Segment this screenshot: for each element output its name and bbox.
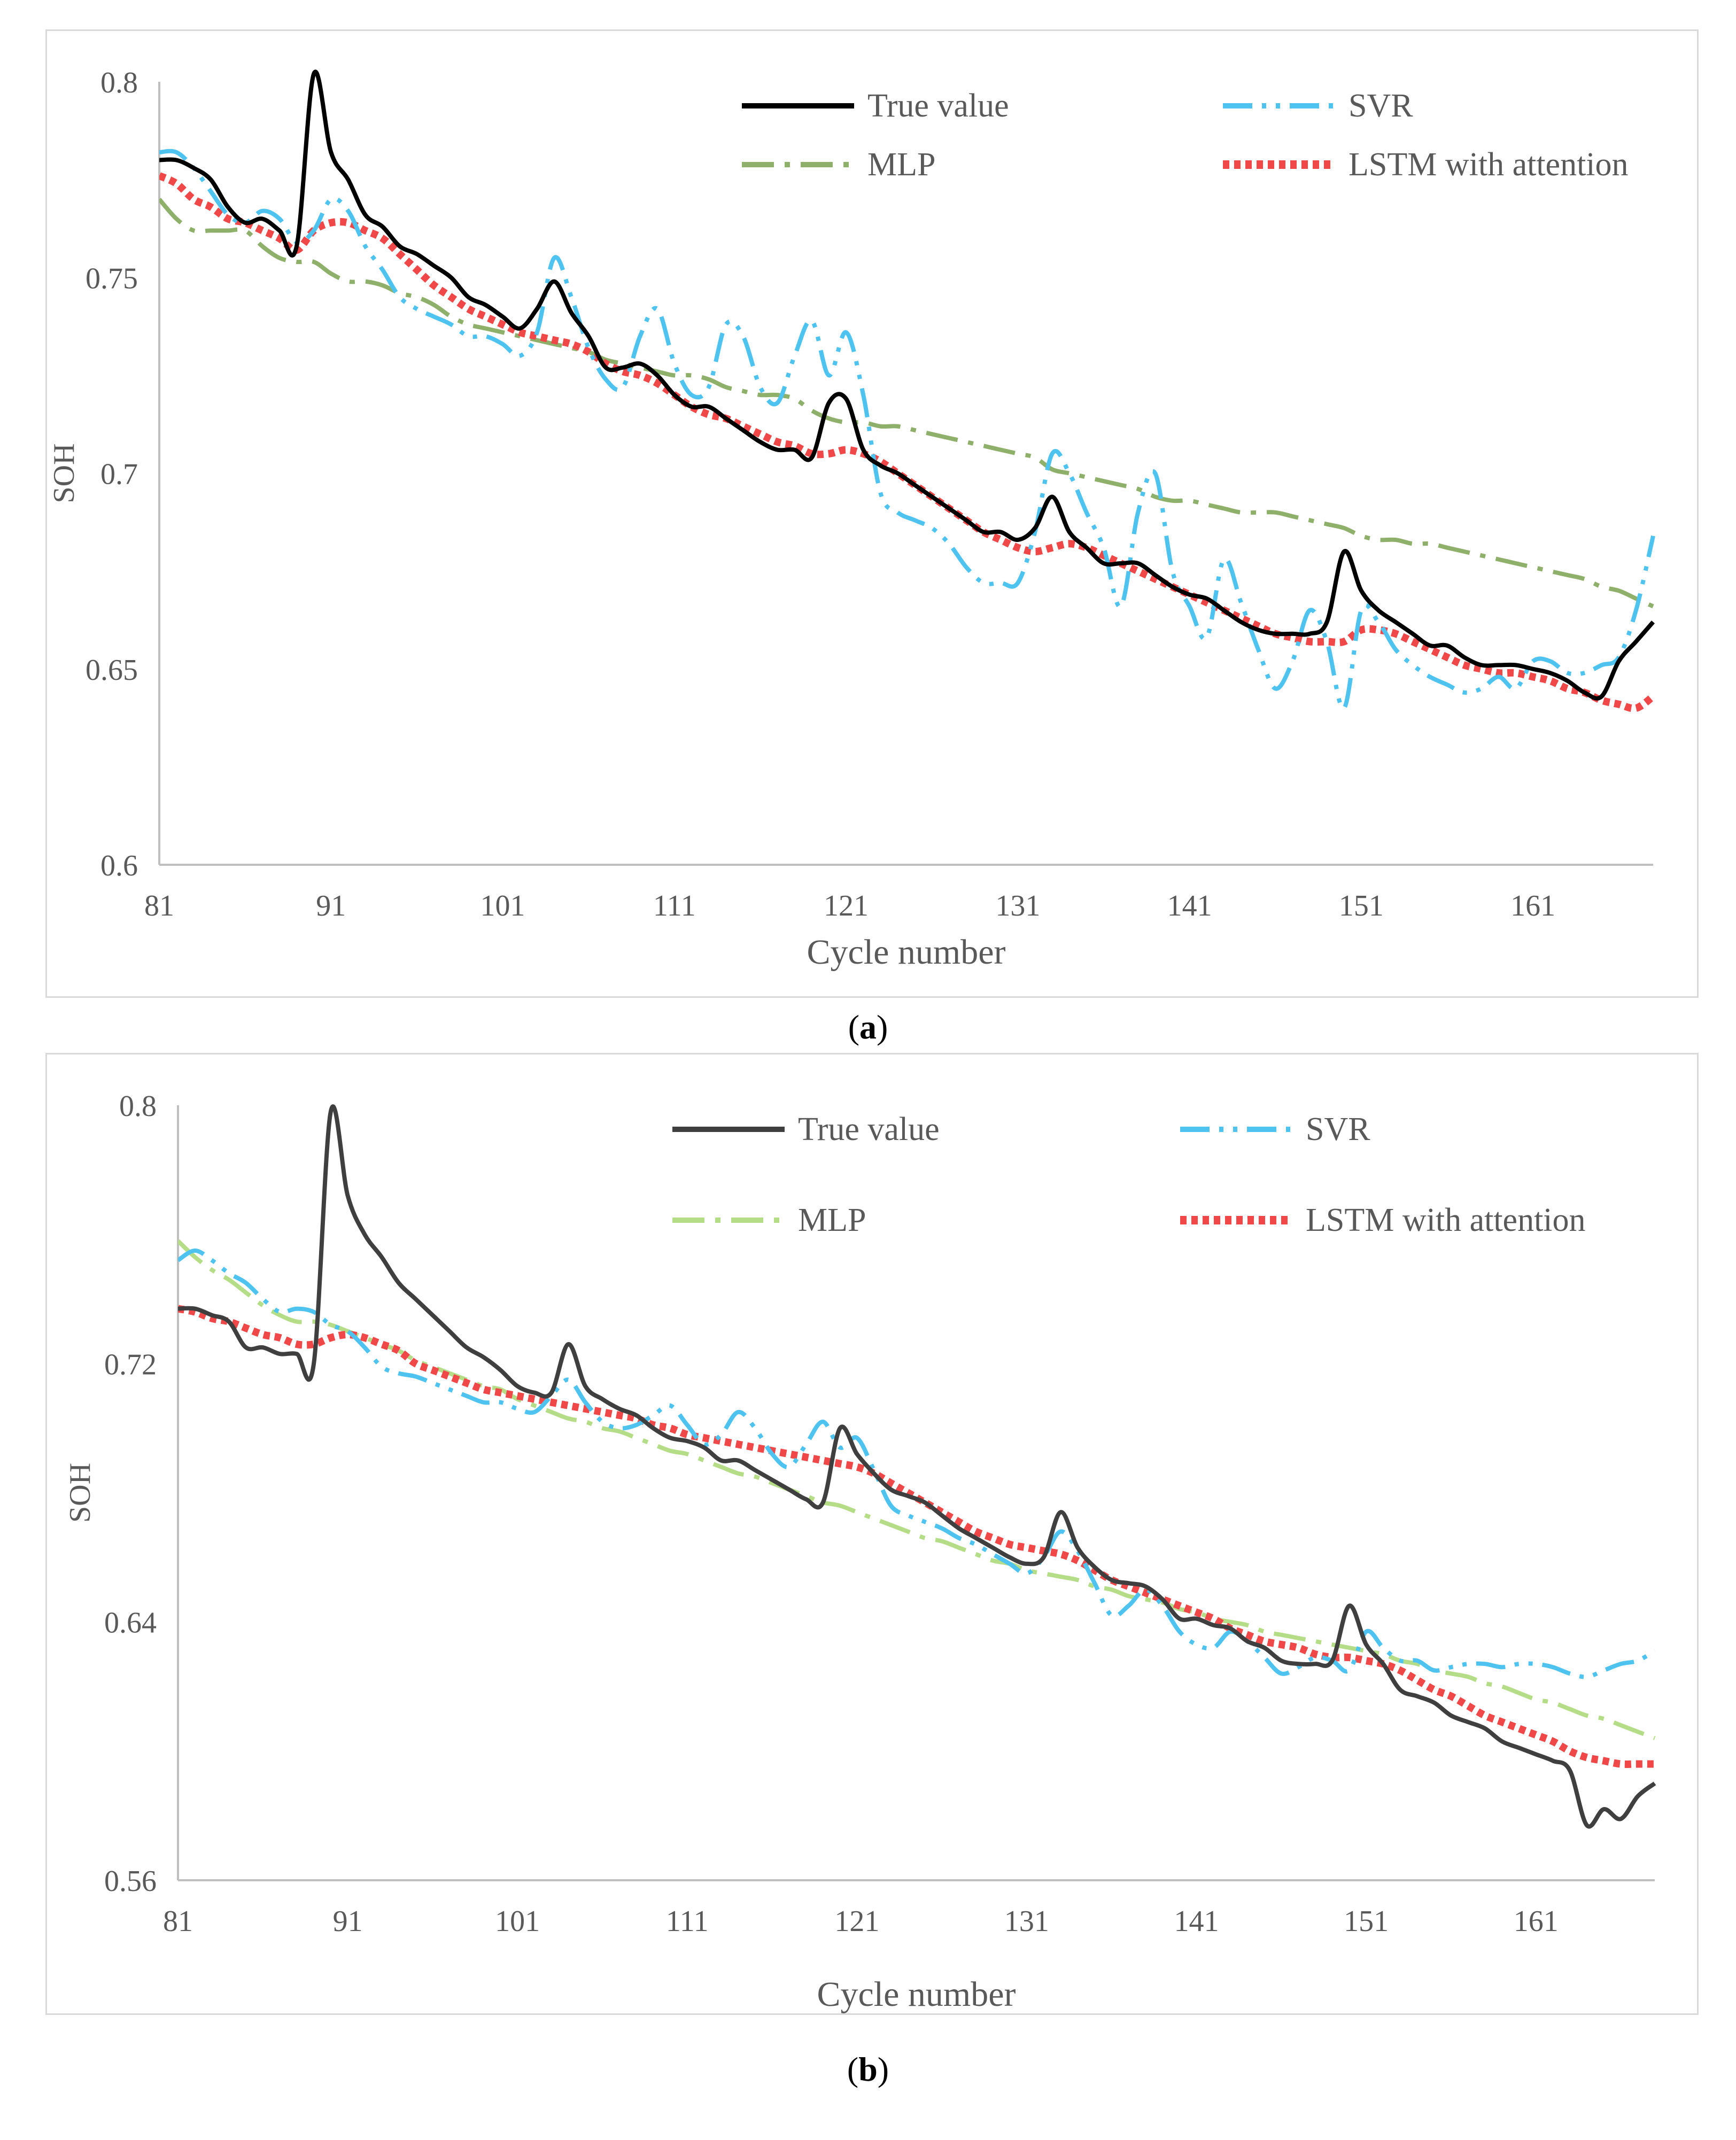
x-tick-label-a: 111 (653, 889, 696, 922)
y-tick-label-b: 0.64 (104, 1607, 157, 1640)
x-tick-label-b: 141 (1174, 1905, 1219, 1938)
caption-b-close: ) (877, 2050, 889, 2088)
caption-b-letter: b (858, 2050, 878, 2088)
series-line-svr-a (159, 149, 1655, 711)
caption-a-close: ) (877, 1008, 888, 1046)
y-axis-title-b: SOH (64, 1463, 97, 1523)
legend-label-b: LSTM with attention (1306, 1202, 1586, 1238)
caption-b-open: ( (847, 2050, 859, 2088)
series-line-lstm-with-attention-b (178, 1305, 1655, 1768)
x-tick-label-a: 81 (144, 889, 174, 922)
caption-a: (a) (0, 1007, 1736, 1047)
x-tick-label-b: 101 (495, 1905, 540, 1938)
series-line-true-value-a (159, 69, 1655, 701)
y-tick-label-a: 0.65 (86, 654, 138, 687)
x-tick-label-a: 101 (480, 889, 525, 922)
series-line-true-value-b (178, 1104, 1656, 1829)
x-tick-label-a: 91 (316, 889, 346, 922)
x-tick-label-b: 111 (666, 1905, 709, 1938)
x-tick-label-b: 151 (1344, 1905, 1389, 1938)
legend-label-b: True value (798, 1111, 940, 1147)
series-line-mlp-a (159, 198, 1654, 609)
y-tick-label-a: 0.8 (100, 66, 138, 99)
x-tick-label-b: 131 (1004, 1905, 1049, 1938)
chart-panel-a: 0.6 0.65 0.7 0.75 0.8 81 91 101 111 121 131 141 151 1… (45, 29, 1699, 998)
legend-label-b: MLP (798, 1202, 866, 1238)
x-axis-title-a: Cycle number (807, 933, 1005, 972)
legend-label-a: MLP (867, 146, 935, 183)
x-tick-label-b: 91 (333, 1905, 363, 1938)
legend-label-a: LSTM with attention (1348, 146, 1629, 183)
chart-panel-b: 0.56 0.64 0.72 0.8 81 91 101 111 121 131 141 151 161… (45, 1053, 1699, 2015)
x-tick-label-a: 131 (995, 889, 1040, 922)
y-axis-title-a: SOH (48, 443, 81, 503)
y-tick-label-b: 0.56 (104, 1865, 157, 1898)
x-tick-label-a: 151 (1339, 889, 1384, 922)
x-tick-label-a: 141 (1167, 889, 1212, 922)
y-tick-label-a: 0.6 (100, 849, 138, 882)
series-line-lstm-with-attention-a (159, 172, 1656, 712)
x-tick-label-b: 81 (163, 1905, 193, 1938)
series-line-svr-b (178, 1248, 1656, 1679)
x-tick-label-a: 161 (1510, 889, 1555, 922)
x-tick-label-b: 121 (834, 1905, 879, 1938)
y-tick-label-a: 0.7 (100, 458, 138, 491)
legend-label-a: SVR (1348, 88, 1413, 124)
chart-svg-b: 0.56 0.64 0.72 0.8 81 91 101 111 121 131 141 151 161… (64, 1090, 1656, 2014)
caption-b: (b) (0, 2050, 1736, 2089)
x-tick-label-b: 161 (1514, 1905, 1559, 1938)
y-tick-label-b: 0.72 (104, 1348, 157, 1381)
x-tick-label-a: 121 (824, 889, 869, 922)
caption-a-open: ( (848, 1008, 859, 1046)
series-line-mlp-b (178, 1239, 1656, 1740)
chart-svg-a: 0.6 0.65 0.7 0.75 0.8 81 91 101 111 121 131 141 151 1… (48, 66, 1656, 972)
caption-a-letter: a (859, 1008, 877, 1046)
legend-label-a: True value (867, 88, 1009, 124)
y-tick-label-b: 0.8 (119, 1090, 157, 1123)
x-axis-title-b: Cycle number (817, 1975, 1016, 2014)
legend-label-b: SVR (1306, 1111, 1370, 1147)
y-tick-label-a: 0.75 (86, 262, 138, 295)
